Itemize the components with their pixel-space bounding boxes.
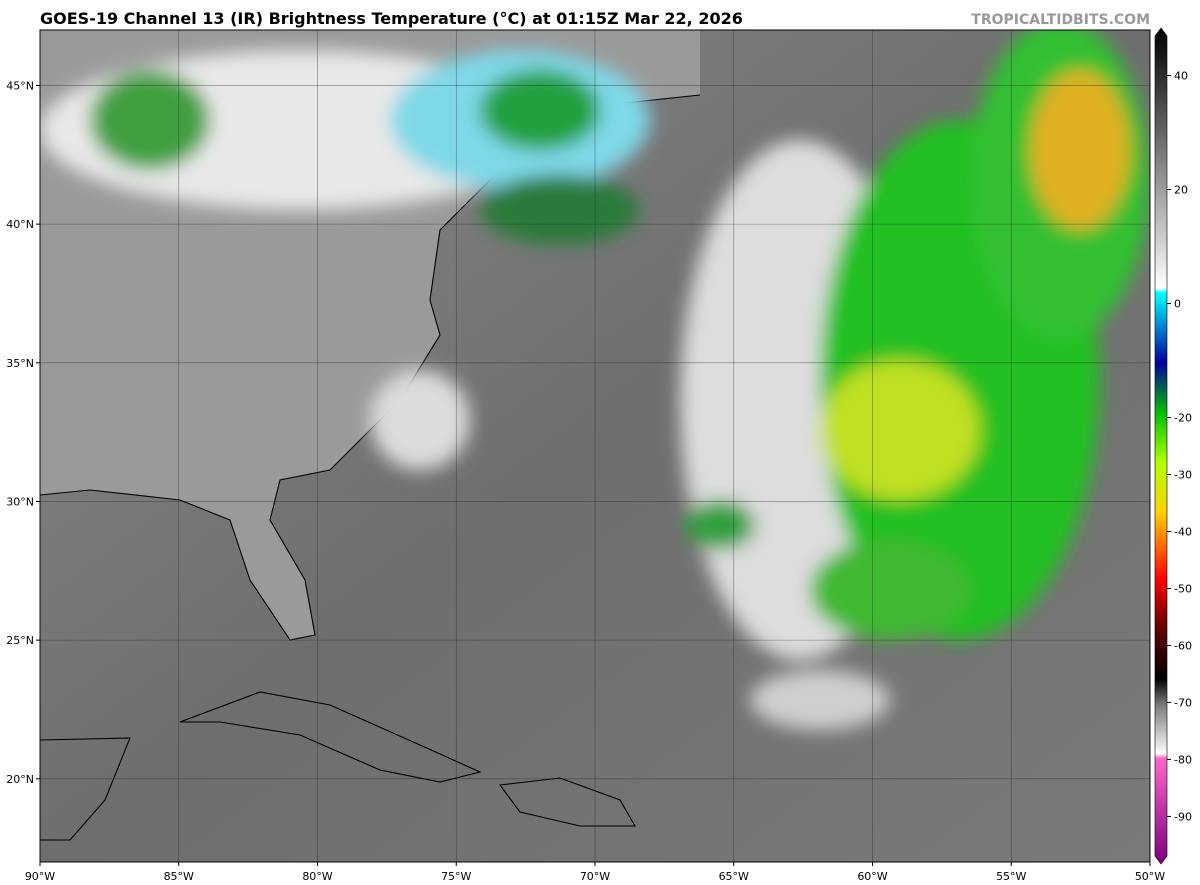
lon-label: 60°W xyxy=(857,870,887,883)
lon-label: 75°W xyxy=(441,870,471,883)
lon-label: 70°W xyxy=(580,870,610,883)
colorbar-label: -50 xyxy=(1174,582,1192,595)
lon-label: 55°W xyxy=(996,870,1026,883)
lon-label: 90°W xyxy=(25,870,55,883)
colorbar-label: 40 xyxy=(1174,70,1188,83)
colorbar-label: -20 xyxy=(1174,412,1192,425)
lon-label: 80°W xyxy=(302,870,332,883)
colorbar-label: -40 xyxy=(1174,525,1192,538)
colorbar-label: -60 xyxy=(1174,639,1192,652)
watermark: TROPICALTIDBITS.COM xyxy=(971,12,1150,28)
lat-label: 30°N xyxy=(6,495,34,508)
colorbar-label: -80 xyxy=(1174,753,1192,766)
colorbar xyxy=(1154,27,1168,865)
lon-label: 65°W xyxy=(719,870,749,883)
lat-label: 40°N xyxy=(6,218,34,231)
lat-label: 20°N xyxy=(6,773,34,786)
lat-label: 25°N xyxy=(6,634,34,647)
colorbar-label: 0 xyxy=(1174,298,1181,311)
title: GOES-19 Channel 13 (IR) Brightness Tempe… xyxy=(40,9,743,28)
colorbar-label: -70 xyxy=(1174,696,1192,709)
colorbar-label: -30 xyxy=(1174,468,1192,481)
colorbar-label: -90 xyxy=(1174,810,1192,823)
lon-label: 85°W xyxy=(164,870,194,883)
colorbar-label: 20 xyxy=(1174,184,1188,197)
lat-label: 35°N xyxy=(6,357,34,370)
lat-label: 45°N xyxy=(6,79,34,92)
lon-label: 50°W xyxy=(1135,870,1165,883)
